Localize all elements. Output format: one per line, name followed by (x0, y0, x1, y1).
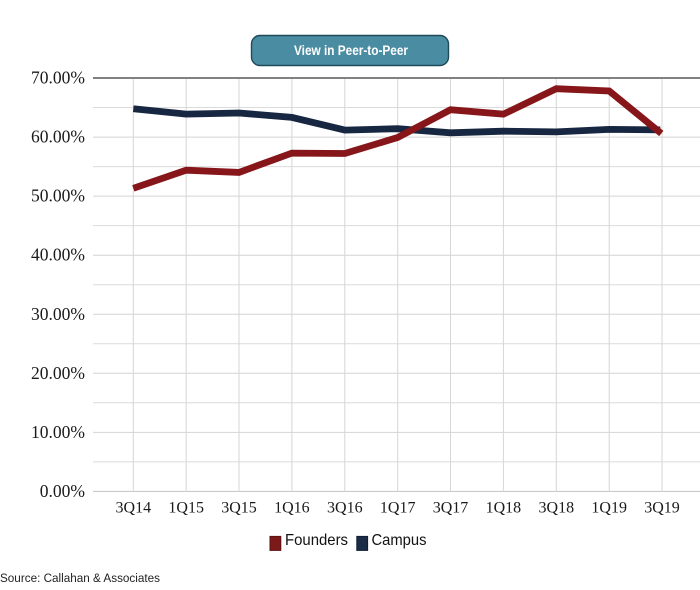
svg-text:3Q18: 3Q18 (539, 500, 575, 517)
svg-text:1Q16: 1Q16 (274, 500, 310, 517)
svg-text:50.00%: 50.00% (31, 186, 85, 206)
svg-text:40.00%: 40.00% (31, 245, 85, 265)
svg-text:3Q16: 3Q16 (327, 500, 363, 517)
svg-text:Founders: Founders (285, 532, 348, 549)
svg-text:30.00%: 30.00% (31, 304, 85, 324)
svg-text:1Q18: 1Q18 (486, 500, 522, 517)
svg-text:10.00%: 10.00% (31, 422, 85, 442)
svg-text:0.00%: 0.00% (40, 481, 85, 501)
svg-text:3Q15: 3Q15 (221, 500, 257, 517)
svg-text:3Q17: 3Q17 (433, 500, 469, 517)
svg-text:1Q17: 1Q17 (380, 500, 416, 517)
svg-text:60.00%: 60.00% (31, 127, 85, 147)
svg-text:View in Peer-to-Peer: View in Peer-to-Peer (294, 43, 409, 58)
svg-text:20.00%: 20.00% (31, 363, 85, 383)
svg-text:1Q15: 1Q15 (168, 500, 204, 517)
svg-text:Campus: Campus (372, 532, 427, 549)
svg-text:3Q19: 3Q19 (644, 500, 680, 517)
svg-text:1Q19: 1Q19 (591, 500, 627, 517)
svg-text:3Q14: 3Q14 (116, 500, 152, 517)
svg-text:Source: Callahan & Associates: Source: Callahan & Associates (0, 571, 160, 585)
svg-text:70.00%: 70.00% (31, 68, 85, 88)
